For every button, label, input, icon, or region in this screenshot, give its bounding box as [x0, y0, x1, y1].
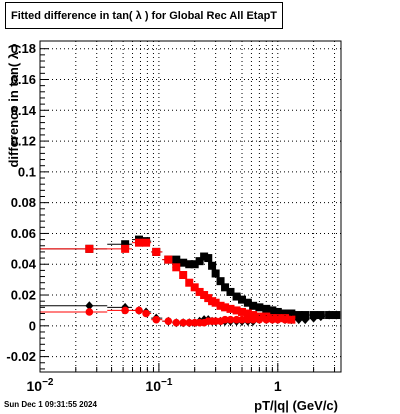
x-tick-label: 1	[274, 378, 282, 394]
data-point	[135, 306, 143, 315]
data-point	[208, 261, 217, 270]
data-point	[249, 315, 257, 324]
data-point	[185, 278, 194, 287]
data-point	[185, 318, 194, 327]
y-tick-label: 0.02	[11, 288, 36, 303]
data-point	[232, 315, 241, 324]
chart-title: Fitted difference in tan( λ ) for Global…	[10, 9, 278, 22]
data-point	[226, 304, 235, 313]
data-point	[294, 315, 303, 325]
data-point	[238, 307, 247, 316]
data-point	[301, 315, 310, 325]
y-tick-label: -0.02	[6, 349, 36, 364]
data-point	[221, 315, 229, 324]
data-series	[40, 235, 341, 328]
data-point	[243, 298, 252, 307]
y-tick-label: 0	[29, 318, 36, 333]
data-point	[200, 291, 209, 300]
axis-tick-labels: -0.02 0 0.02 0.04 0.06 0.08 0.1 0.12 0.14 0.16 0.1…	[6, 41, 282, 394]
data-point	[195, 257, 204, 266]
data-point	[142, 309, 150, 318]
x-tick-label: 10−2	[27, 377, 54, 394]
data-point	[274, 315, 282, 324]
data-point	[273, 307, 282, 316]
data-point	[172, 318, 181, 327]
y-tick-label: 0.04	[11, 257, 37, 272]
data-point	[195, 287, 204, 296]
data-point	[152, 315, 161, 324]
data-point	[268, 306, 277, 315]
data-point	[221, 283, 230, 292]
x-axis-label: pT/|q| (GeV/c)	[254, 398, 338, 413]
data-point	[243, 309, 252, 318]
y-tick-label: 0.08	[11, 195, 36, 210]
data-point	[85, 244, 94, 253]
data-point	[190, 260, 199, 269]
data-point	[262, 315, 271, 324]
data-point	[121, 240, 130, 249]
data-point	[221, 303, 230, 312]
data-point	[325, 310, 334, 320]
chart-title-box: Fitted difference in tan( λ ) for Global…	[5, 2, 283, 29]
timestamp: Sun Dec 1 09:31:55 2024	[4, 400, 97, 409]
data-point	[134, 238, 143, 247]
data-point	[249, 311, 258, 320]
plot-frame	[39, 40, 342, 373]
y-tick-label: 0.18	[11, 41, 36, 56]
axis-ticks	[39, 48, 336, 372]
data-point	[179, 271, 188, 280]
data-point	[179, 258, 188, 267]
data-point	[262, 304, 271, 313]
y-tick-label: 0.14	[11, 103, 37, 118]
data-point	[232, 292, 241, 301]
data-point	[216, 301, 225, 310]
data-point	[281, 315, 289, 324]
data-point	[281, 309, 290, 318]
data-point	[287, 315, 296, 324]
data-point	[238, 295, 247, 304]
data-point	[249, 301, 258, 310]
data-point	[316, 312, 325, 322]
data-point	[226, 315, 235, 324]
data-point	[172, 263, 181, 272]
data-point	[287, 309, 296, 318]
data-point	[232, 306, 241, 315]
y-axis-label: difference in tan( λ )	[6, 44, 21, 168]
data-point	[142, 238, 151, 247]
data-point	[309, 313, 318, 323]
data-point	[216, 277, 225, 286]
data-point	[164, 255, 173, 264]
data-point	[294, 311, 303, 320]
data-point	[179, 318, 187, 327]
data-point	[185, 260, 194, 269]
data-point	[85, 308, 94, 316]
data-point	[211, 298, 220, 307]
y-tick-label: 0.12	[11, 134, 36, 149]
y-tick-label: 0.16	[11, 72, 36, 87]
y-tick-label: 0.1	[18, 164, 36, 179]
data-point	[332, 310, 341, 320]
data-point	[121, 244, 130, 253]
data-point	[238, 315, 246, 324]
data-point	[226, 287, 235, 296]
data-point	[164, 317, 173, 325]
series-circle-red	[40, 306, 296, 327]
data-point	[301, 311, 310, 320]
data-point	[190, 283, 199, 292]
data-point	[152, 247, 161, 256]
y-tick-label: 0.06	[11, 226, 36, 241]
data-point	[172, 255, 181, 264]
series-square-black	[40, 235, 341, 320]
data-point	[85, 301, 94, 311]
data-point	[211, 269, 220, 278]
data-point	[244, 315, 252, 324]
data-point	[204, 254, 213, 263]
data-point	[268, 315, 277, 324]
x-tick-label: 10−1	[145, 377, 172, 394]
data-point	[255, 303, 264, 312]
data-point	[200, 252, 209, 261]
data-point	[121, 306, 129, 315]
data-point	[255, 315, 264, 324]
